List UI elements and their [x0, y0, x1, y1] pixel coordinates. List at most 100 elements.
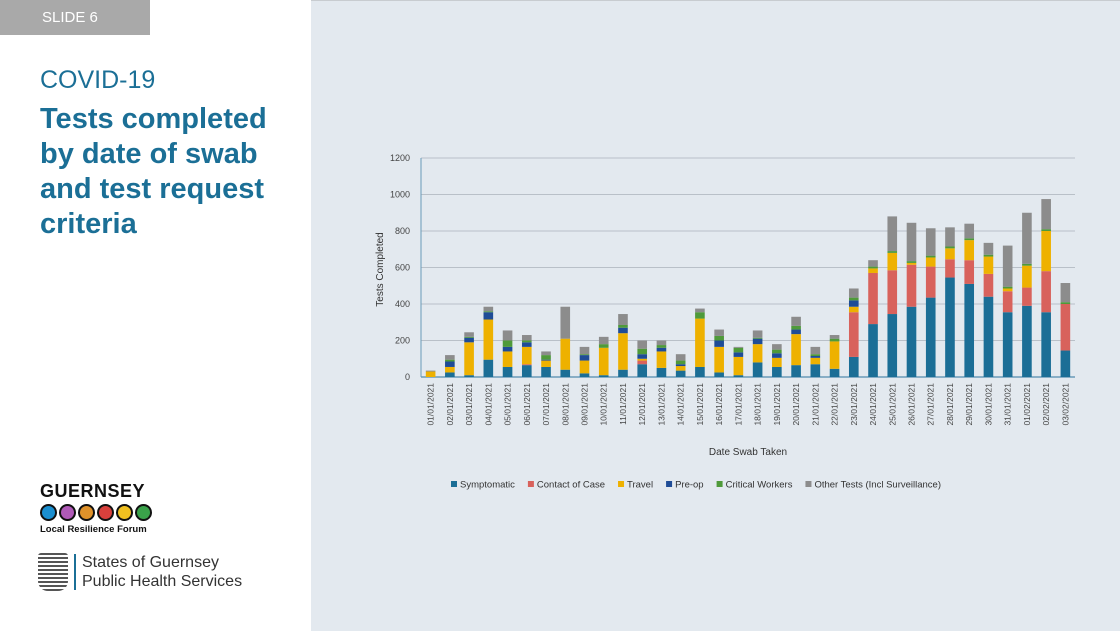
bar-segment	[848, 300, 859, 307]
bar-segment	[445, 361, 455, 367]
bar-segment	[695, 318, 705, 367]
bar-segment	[964, 238, 975, 241]
bar-segment	[695, 312, 705, 319]
bar-segment	[829, 335, 840, 339]
x-tick-label: 12/01/2021	[637, 383, 647, 426]
lrf-name: GUERNSEY	[40, 481, 146, 501]
bar-segment	[945, 227, 955, 247]
bar-segment	[464, 332, 474, 337]
bar-segment	[445, 359, 455, 362]
bar-segment	[714, 346, 724, 373]
x-tick-label: 13/01/2021	[656, 383, 666, 426]
y-tick-label: 1000	[390, 190, 410, 200]
bar-segment	[791, 365, 801, 377]
bar-segment	[887, 314, 898, 377]
bar-segment	[945, 277, 955, 377]
lrf-logo: GUERNSEY Local Resilience Forum	[40, 481, 152, 535]
bar-segment	[906, 222, 917, 262]
y-tick-label: 1200	[390, 153, 410, 163]
bar-segment	[810, 356, 821, 358]
bar-segment	[752, 330, 763, 338]
bar-segment	[945, 246, 955, 249]
bar-segment	[483, 312, 494, 320]
x-tick-label: 01/01/2021	[426, 383, 436, 426]
y-tick-label: 600	[395, 263, 410, 273]
x-tick-label: 04/01/2021	[483, 383, 493, 426]
bar-segment	[772, 366, 782, 377]
bar-segment	[675, 360, 686, 365]
bar-segment	[848, 288, 859, 298]
bar-segment	[560, 306, 571, 339]
bar-segment	[868, 324, 878, 377]
bar-segment	[541, 366, 551, 377]
bar-segment	[598, 375, 609, 377]
lrf-icons	[40, 504, 152, 521]
bar-segment	[906, 261, 917, 263]
bar-segment	[829, 338, 840, 342]
bar-segment	[560, 369, 571, 377]
bar-segment	[656, 345, 667, 348]
sog-logo: States of Guernsey Public Health Service…	[38, 553, 242, 591]
bar-segment	[925, 255, 936, 258]
bar-segment	[964, 223, 975, 239]
x-tick-label: 23/01/2021	[849, 383, 859, 426]
x-tick-label: 20/01/2021	[791, 383, 801, 426]
bar-segment	[945, 248, 955, 260]
y-tick-label: 200	[395, 336, 410, 346]
bar-segment	[502, 346, 513, 352]
bar-segment	[887, 270, 898, 315]
legend-swatch	[666, 481, 673, 487]
x-tick-label: 15/01/2021	[695, 383, 705, 426]
left-panel: SLIDE 6 COVID-19 Tests completed by date…	[0, 0, 311, 631]
chart-panel: 0 200 400 600 800 1000 1200 01/01/2021 02/01/202…	[311, 0, 1120, 631]
legend-swatch	[805, 481, 812, 487]
bar-segment	[579, 354, 590, 356]
bar-segment	[1041, 231, 1051, 272]
subtitle: COVID-19	[40, 66, 156, 94]
bar-segment	[637, 358, 648, 361]
bar-segment	[810, 364, 821, 377]
x-tick-label: 21/01/2021	[810, 383, 820, 426]
y-tick-label: 800	[395, 226, 410, 236]
x-tick-label: 08/01/2021	[560, 383, 570, 426]
bar-segment	[829, 341, 840, 369]
bar-segment	[848, 312, 859, 357]
bar-segment	[752, 337, 763, 339]
bar-segment	[733, 356, 744, 376]
x-tick-label: 07/01/2021	[541, 383, 551, 426]
sog-line2: Public Health Services	[82, 573, 243, 590]
bar-segment	[791, 334, 801, 366]
bar-segment	[810, 346, 821, 355]
bar-segment	[483, 319, 494, 360]
legend-swatch	[451, 481, 457, 487]
bar-segment	[791, 329, 801, 335]
bar-segment	[521, 364, 532, 366]
legend-swatch	[716, 481, 723, 487]
bar-segment	[675, 354, 686, 361]
x-tick-label: 06/01/2021	[522, 383, 532, 426]
x-tick-label: 31/01/2021	[1003, 383, 1013, 426]
bar-segment	[1041, 199, 1051, 230]
bar-segment	[695, 366, 705, 377]
bar-segment	[1002, 245, 1013, 287]
bar-segment	[1002, 312, 1013, 377]
bar-segment	[502, 351, 513, 367]
bar-segment	[752, 362, 763, 377]
stacked-bar-chart: 0 200 400 600 800 1000 1200 01/01/2021 02/01/202…	[375, 153, 1075, 491]
bar-segment	[1060, 283, 1071, 303]
bar-segment	[637, 364, 648, 377]
x-tick-label: 16/01/2021	[714, 383, 724, 426]
x-tick-label: 14/01/2021	[676, 383, 686, 426]
bar-segment	[637, 348, 648, 355]
bar-segment	[906, 306, 917, 377]
x-tick-label: 03/02/2021	[1060, 383, 1070, 426]
bar-segment	[502, 330, 513, 341]
bar-segment	[579, 346, 590, 355]
bar-segment	[848, 306, 859, 313]
x-tick-label: 27/01/2021	[926, 383, 936, 426]
slide-label: SLIDE 6	[0, 0, 150, 35]
bar-segment	[483, 306, 494, 312]
x-tick-label: 02/01/2021	[445, 383, 455, 426]
bar-segment	[1002, 291, 1013, 313]
bar-segment	[425, 370, 436, 372]
